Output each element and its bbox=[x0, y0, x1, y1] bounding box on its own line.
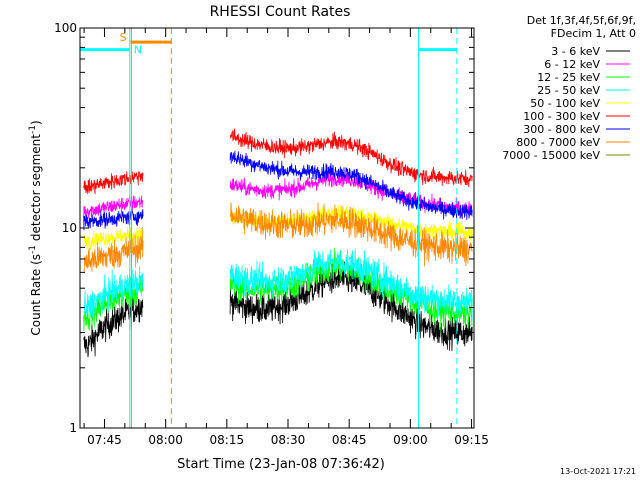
legend-label: 3 - 6 keV bbox=[551, 45, 600, 58]
series-layer bbox=[83, 128, 473, 358]
y-tick-label: 1 bbox=[69, 421, 77, 435]
x-tick-label: 08:30 bbox=[271, 433, 306, 447]
legend-label: 50 - 100 keV bbox=[530, 97, 600, 110]
series-line bbox=[229, 205, 473, 243]
series-line bbox=[229, 128, 473, 188]
x-tick-label: 08:45 bbox=[332, 433, 367, 447]
series-line bbox=[83, 266, 144, 321]
series-line bbox=[83, 208, 144, 231]
x-tick-label: 09:15 bbox=[454, 433, 489, 447]
series-line bbox=[83, 195, 144, 219]
legend-label: 6 - 12 keV bbox=[544, 58, 600, 71]
x-tick-label: 07:45 bbox=[87, 433, 122, 447]
x-tick-label: 09:00 bbox=[393, 433, 428, 447]
series-line bbox=[83, 226, 144, 250]
x-tick-label: 08:15 bbox=[210, 433, 245, 447]
legend-label: 25 - 50 keV bbox=[537, 84, 600, 97]
legend: Det 1f,3f,4f,5f,6f,9f, FDecim 1, Att 0 3… bbox=[502, 14, 636, 162]
marker-layer: NS bbox=[80, 28, 458, 428]
chart-title: RHESSI Count Rates bbox=[210, 4, 351, 20]
x-tick-label: 08:00 bbox=[148, 433, 183, 447]
legend-label: 300 - 800 keV bbox=[523, 123, 600, 136]
series-line bbox=[229, 202, 473, 267]
night-flag-label: N bbox=[134, 44, 142, 57]
legend-label: 7000 - 15000 keV bbox=[502, 149, 600, 162]
series-line bbox=[229, 150, 473, 221]
footer-date: 13-Oct-2021 17:21 bbox=[560, 467, 636, 476]
legend-label: 100 - 300 keV bbox=[523, 110, 600, 123]
attenuator-flag-label: S bbox=[120, 31, 127, 44]
legend-label: 12 - 25 keV bbox=[537, 71, 600, 84]
legend-header-line-1: Det 1f,3f,4f,5f,6f,9f, bbox=[527, 14, 636, 27]
series-line bbox=[83, 226, 144, 273]
y-tick-label: 100 bbox=[54, 21, 77, 35]
x-axis-label: Start Time (23-Jan-08 07:36:42) bbox=[177, 457, 385, 472]
legend-label: 800 - 7000 keV bbox=[516, 136, 600, 149]
series-line bbox=[83, 171, 144, 195]
y-tick-label: 10 bbox=[62, 221, 77, 235]
axis-layer: 1 10 100 07:45 08:00 08:15 08:30 08:45 09:00 09:1… bbox=[54, 21, 489, 447]
y-axis-label: Count Rate (s-1 detector segment-1) bbox=[28, 120, 43, 335]
series-line bbox=[229, 248, 473, 321]
legend-header-line-2: FDecim 1, Att 0 bbox=[551, 27, 636, 40]
series-line bbox=[83, 296, 144, 358]
series-line bbox=[229, 170, 473, 220]
